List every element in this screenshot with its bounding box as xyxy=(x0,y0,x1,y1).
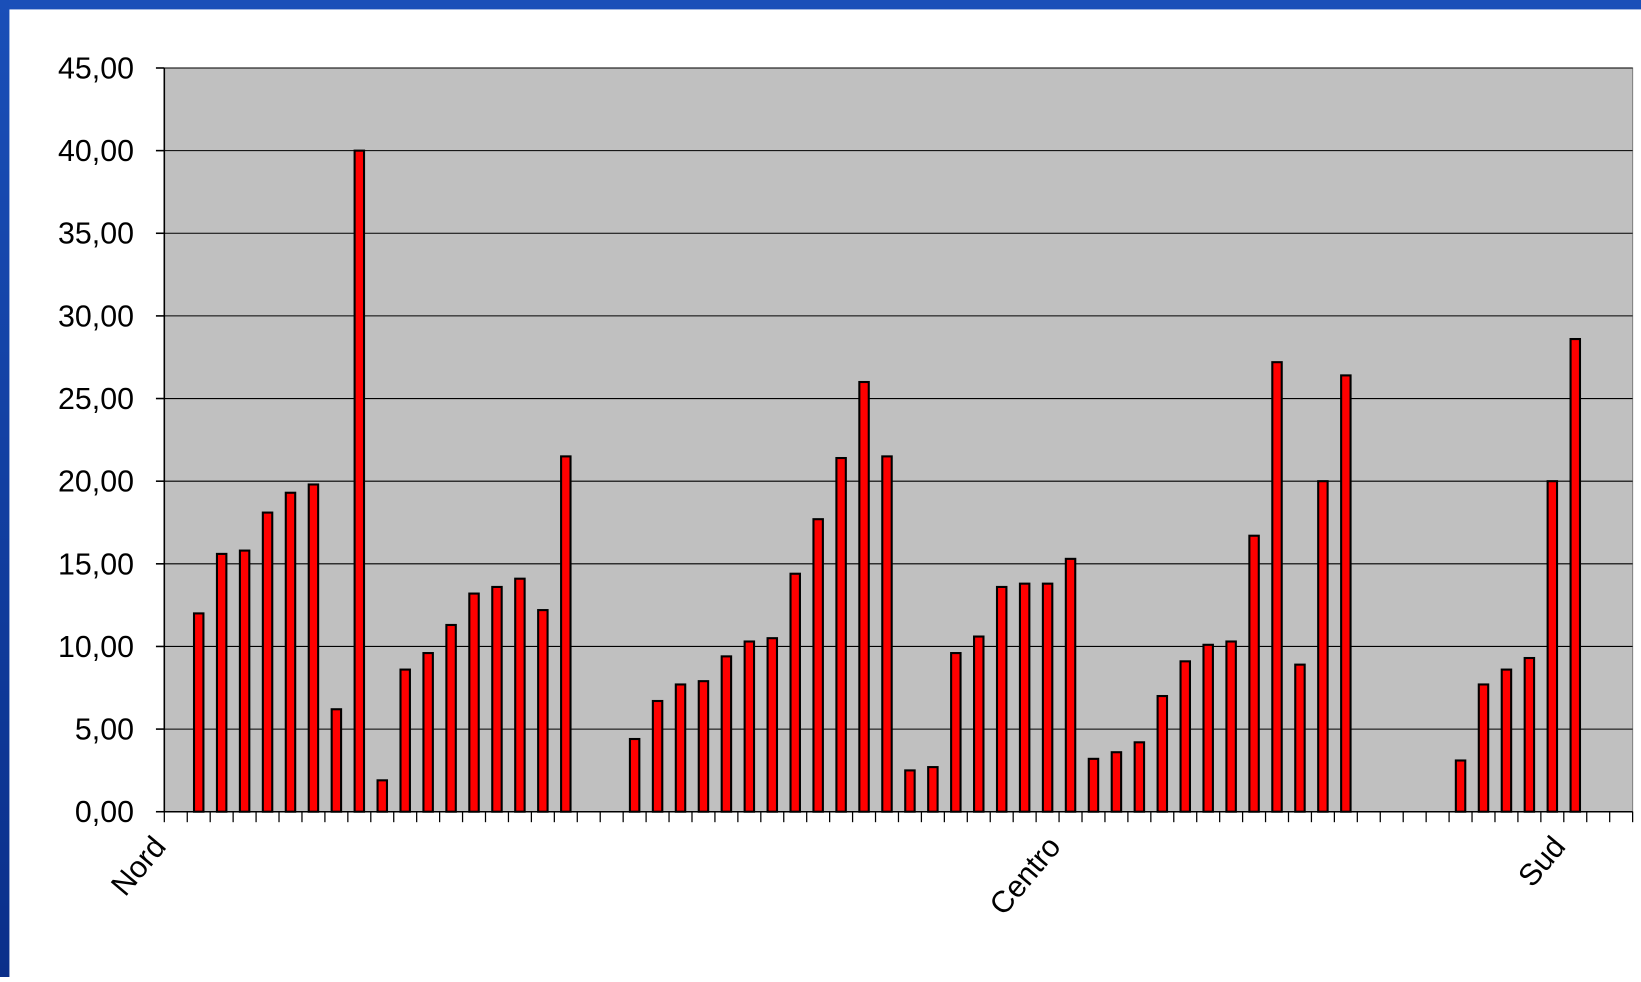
bar xyxy=(1477,683,1490,813)
bar xyxy=(1179,660,1192,813)
y-tick-label: 30,00 xyxy=(58,300,134,333)
bar xyxy=(1225,640,1237,813)
bar xyxy=(1202,643,1214,813)
bar xyxy=(399,668,411,813)
bar xyxy=(1523,656,1536,813)
bar xyxy=(881,455,893,813)
bar xyxy=(1018,582,1031,813)
y-tick-label: 40,00 xyxy=(58,135,134,168)
bar xyxy=(1569,337,1582,813)
bar xyxy=(537,609,549,813)
y-tick-label: 15,00 xyxy=(58,548,134,581)
y-tick-label: 0,00 xyxy=(75,796,134,829)
bar xyxy=(1500,668,1513,813)
y-tick-label: 25,00 xyxy=(58,383,134,416)
bar xyxy=(560,455,572,813)
plot-area xyxy=(163,67,1634,813)
bar xyxy=(697,680,710,813)
bar xyxy=(1271,361,1283,813)
bar xyxy=(1454,759,1467,813)
bar xyxy=(812,518,824,813)
bar xyxy=(858,380,870,813)
bar xyxy=(422,652,434,813)
bar xyxy=(789,572,801,813)
y-tick-label: 45,00 xyxy=(58,52,134,85)
bar xyxy=(261,511,274,813)
bar xyxy=(1133,741,1146,813)
bar xyxy=(330,708,343,813)
bar xyxy=(1546,480,1559,813)
bar xyxy=(835,456,847,813)
bar xyxy=(514,577,526,813)
bar xyxy=(307,483,320,813)
y-tick-label: 35,00 xyxy=(58,218,134,251)
bar xyxy=(1340,374,1352,813)
bar xyxy=(192,612,205,813)
bar xyxy=(628,737,641,813)
bar xyxy=(720,655,733,813)
bar xyxy=(1317,480,1329,813)
bar xyxy=(1087,757,1100,813)
bar xyxy=(973,635,985,813)
y-tick-label: 10,00 xyxy=(58,631,134,664)
bar xyxy=(674,683,687,813)
bar xyxy=(238,549,251,813)
bar xyxy=(995,585,1008,813)
bar xyxy=(468,592,480,813)
bar xyxy=(1041,582,1054,813)
y-tick-label: 5,00 xyxy=(75,714,134,747)
bar xyxy=(491,585,503,813)
bar xyxy=(927,766,939,813)
bar xyxy=(215,552,228,813)
bar xyxy=(1294,663,1306,813)
bar xyxy=(376,779,389,813)
bar xyxy=(950,652,962,813)
bar xyxy=(1248,534,1260,813)
bar xyxy=(353,149,366,813)
bar xyxy=(743,640,756,813)
bar xyxy=(1156,694,1169,813)
bar xyxy=(651,699,664,813)
bar xyxy=(1110,751,1123,813)
bar xyxy=(1064,557,1077,813)
bar xyxy=(766,637,779,813)
bar xyxy=(445,623,457,813)
bar xyxy=(904,769,916,813)
y-tick-label: 20,00 xyxy=(58,466,134,499)
bar xyxy=(284,491,297,813)
